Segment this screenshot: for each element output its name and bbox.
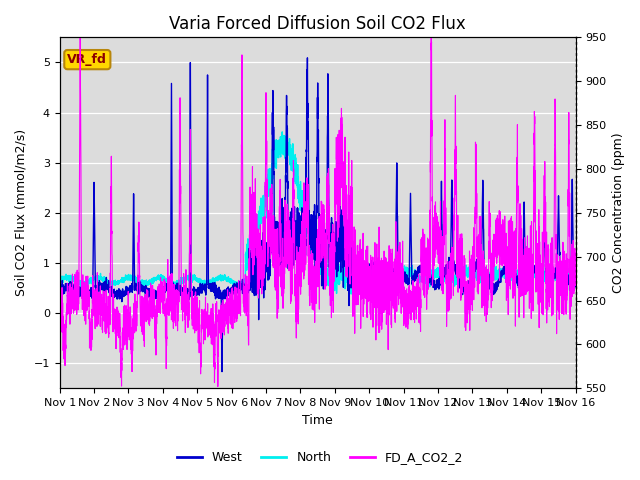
West (404, 276, 412, 282)
Text: VR_fd: VR_fd (67, 53, 108, 66)
North (463, 267, 470, 273)
X-axis label: Time: Time (302, 414, 333, 427)
Line: North: North (60, 132, 575, 296)
FD_A_CO2_2 (463, 301, 470, 307)
West (148, 290, 156, 296)
West (56, 288, 63, 294)
FD_A_CO2_2 (148, 310, 156, 316)
North (148, 277, 156, 283)
FD_A_CO2_2 (433, 240, 441, 245)
FD_A_CO2_2 (56, 300, 63, 306)
North (329, 293, 337, 299)
Line: West: West (60, 58, 575, 372)
Legend: West, North, FD_A_CO2_2: West, North, FD_A_CO2_2 (172, 446, 468, 469)
FD_A_CO2_2 (572, 252, 579, 258)
Line: FD_A_CO2_2: FD_A_CO2_2 (60, 37, 575, 386)
Y-axis label: CO2 Concentration (ppm): CO2 Concentration (ppm) (612, 132, 625, 293)
Y-axis label: Soil CO2 Flux (mmol/m2/s): Soil CO2 Flux (mmol/m2/s) (15, 129, 28, 296)
North (433, 269, 441, 275)
FD_A_CO2_2 (404, 308, 412, 314)
West (463, 285, 470, 290)
West (572, 280, 579, 286)
North (572, 279, 579, 285)
North (278, 129, 286, 135)
North (56, 277, 63, 283)
North (298, 192, 306, 197)
West (433, 277, 441, 283)
FD_A_CO2_2 (76, 35, 84, 40)
North (404, 276, 412, 281)
West (298, 265, 306, 271)
FD_A_CO2_2 (298, 241, 306, 247)
FD_A_CO2_2 (572, 250, 579, 256)
Title: Varia Forced Diffusion Soil CO2 Flux: Varia Forced Diffusion Soil CO2 Flux (169, 15, 466, 33)
FD_A_CO2_2 (214, 384, 221, 389)
West (572, 277, 579, 283)
West (303, 55, 311, 61)
West (218, 369, 226, 374)
North (572, 277, 579, 283)
